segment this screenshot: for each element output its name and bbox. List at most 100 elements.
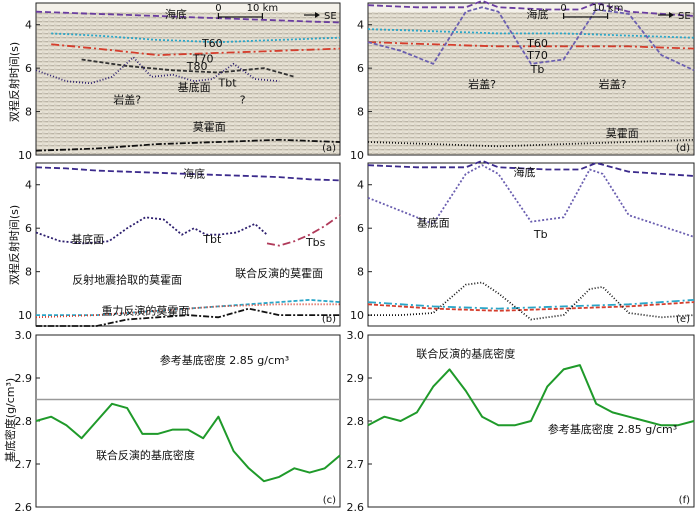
y-tick-label: 8: [357, 106, 364, 119]
y-tick-label: 2.8: [15, 415, 33, 428]
series-line: [35, 216, 268, 245]
annotation: 海底: [513, 165, 535, 179]
annotation: 岩盖?: [468, 77, 496, 91]
series-line: [367, 364, 695, 427]
series-line: [36, 307, 340, 327]
annotation: 海底: [165, 7, 187, 21]
annotation: 莫霍面: [193, 121, 226, 134]
annotation: T70: [526, 49, 548, 62]
ylabel-time-mid: 双程反射时间(s): [7, 205, 21, 285]
y-tick-label: 4: [357, 19, 364, 32]
series-line: [35, 138, 341, 152]
annotation: 莫霍面: [606, 127, 639, 140]
annotation: T60: [526, 37, 548, 50]
annotation: 参考基底密度 2.85 g/cm³: [160, 353, 289, 367]
direction-label: SE: [678, 11, 691, 22]
series-line: [35, 303, 340, 319]
scale-bar-label: 10 km: [592, 3, 623, 14]
scale-bar-label: 10 km: [247, 3, 278, 14]
panel-label: (a): [322, 143, 336, 154]
scale-bar-label: 0: [215, 3, 221, 14]
plot-area: [36, 335, 340, 507]
panel-frame: [35, 162, 341, 327]
series-line: [266, 214, 341, 247]
y-tick-label: 6: [357, 62, 364, 75]
series-line: [367, 138, 695, 148]
annotation: Tbt: [202, 233, 222, 246]
y-tick-label: 10: [18, 149, 32, 162]
y-tick-label: 3.0: [15, 329, 33, 342]
y-tick-label: 2.6: [15, 501, 33, 511]
panel-label: (d): [676, 143, 690, 154]
series-line: [368, 281, 695, 321]
y-tick-label: 6: [25, 222, 32, 235]
y-tick-label: 2.8: [347, 415, 365, 428]
y-tick-label: 4: [25, 19, 32, 32]
series-line: [35, 10, 341, 24]
y-tick-label: 2.7: [347, 458, 365, 471]
annotation: 基底面: [417, 216, 450, 230]
direction-arrow-head: [315, 12, 320, 18]
annotation: 联合反演的莫霍面: [235, 266, 323, 280]
series-line: [367, 299, 695, 310]
ylabel-time-top: 双程反射时间(s): [7, 42, 21, 122]
scale-bar-label: 0: [560, 3, 566, 14]
seismic-section: [368, 3, 694, 155]
y-tick-label: 8: [357, 266, 364, 279]
annotation: 参考基底密度 2.85 g/cm³: [548, 422, 677, 436]
water-column: [368, 3, 694, 13]
panel-frame: [35, 2, 341, 156]
series-line: [367, 6, 695, 72]
y-tick-label: 2.7: [15, 458, 33, 471]
y-tick-label: 8: [25, 106, 32, 119]
series-line: [367, 301, 695, 312]
annotation: T60: [201, 37, 223, 50]
y-tick-label: 6: [357, 222, 364, 235]
annotation: 反射地震拾取的莫霍面: [72, 273, 182, 287]
annotation: T80: [186, 60, 208, 73]
ylabel-density: 基底密度(g/cm³): [3, 378, 17, 462]
y-tick-label: 2.6: [347, 501, 365, 511]
series-line: [81, 58, 295, 78]
annotation: 联合反演的基底密度: [96, 448, 195, 462]
series-line: [367, 0, 695, 17]
series-line: [367, 164, 695, 238]
series-line: [51, 32, 341, 43]
panel-label: (c): [323, 495, 336, 506]
annotation: 海底: [527, 7, 549, 21]
annotation: 基底面: [71, 232, 104, 246]
y-tick-label: 6: [25, 62, 32, 75]
series-line: [35, 402, 341, 483]
y-tick-label: 2.9: [347, 372, 365, 385]
y-tick-label: 10: [350, 309, 364, 322]
y-tick-label: 3.0: [347, 329, 365, 342]
direction-arrow-head: [669, 12, 674, 18]
y-tick-label: 4: [25, 179, 32, 192]
y-tick-label: 8: [25, 266, 32, 279]
annotation: 海底: [183, 167, 205, 181]
y-tick-label: 10: [350, 149, 364, 162]
series-line: [367, 159, 695, 177]
annotation: Tb: [530, 63, 545, 76]
water-column: [36, 3, 340, 13]
series-line: [367, 41, 695, 50]
annotation: ?: [240, 93, 246, 106]
y-tick-label: 10: [18, 309, 32, 322]
panel-label: (f): [679, 495, 690, 506]
y-tick-label: 4: [357, 179, 364, 192]
annotation: T70: [192, 52, 214, 65]
annotation: 岩盖?: [113, 92, 141, 106]
panel-label: (b): [322, 314, 336, 325]
y-tick-label: 2.9: [15, 372, 33, 385]
annotation: 岩盖?: [599, 77, 627, 91]
series-line: [51, 43, 341, 56]
annotation: 基底面: [178, 80, 211, 94]
direction-label: SE: [324, 11, 337, 22]
panel-c: 2.6 2.7 2.8 2.9 3.0 参考基底密度 2.85 g/cm³ 联合反演的基底密…: [15, 329, 341, 511]
